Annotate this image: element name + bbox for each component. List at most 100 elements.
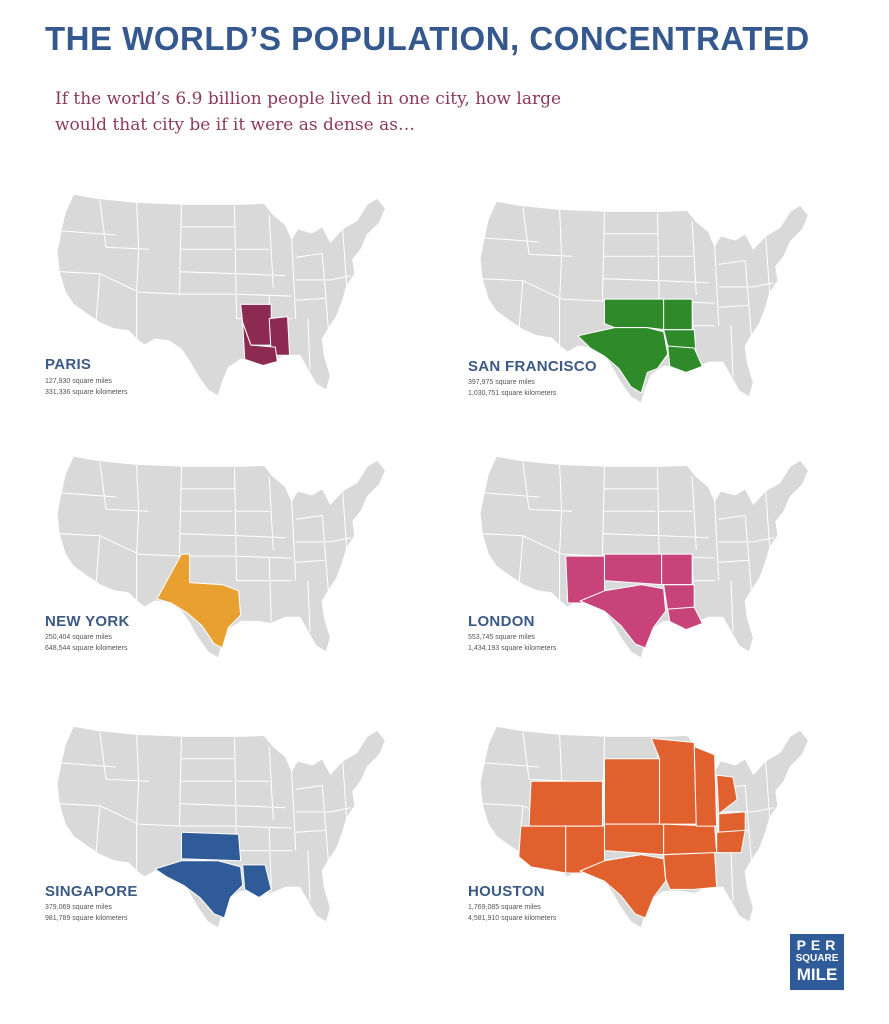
state-border — [330, 807, 351, 813]
state-border — [234, 293, 292, 297]
state-border — [307, 580, 311, 632]
state-border — [321, 253, 329, 329]
state-border — [342, 760, 348, 818]
state-border — [234, 825, 292, 829]
area-square-miles: 397,975 square miles — [468, 379, 535, 386]
highlighted-state — [603, 553, 663, 586]
highlighted-state — [650, 737, 697, 825]
highlighted-state — [667, 606, 703, 631]
city-name: NEW YORK — [45, 613, 130, 630]
state-border — [295, 829, 327, 833]
us-map-san-francisco — [479, 200, 810, 404]
highlighted-state — [156, 553, 242, 649]
us-outline — [56, 193, 387, 397]
city-name: LONDON — [468, 613, 535, 630]
state-border — [321, 785, 329, 861]
state-border — [559, 209, 563, 257]
state-border — [528, 253, 572, 257]
highlighted-state — [663, 852, 718, 890]
logo-line-1: PER — [796, 937, 841, 953]
highlighted-state — [268, 316, 291, 356]
city-name: SINGAPORE — [45, 883, 138, 900]
state-border — [691, 476, 697, 551]
us-map-paris — [56, 193, 387, 397]
map-panel-paris: PARIS 127,930 square miles 331,336 squar… — [45, 178, 387, 418]
highlighted-state — [180, 831, 242, 862]
map-panel-singapore: SINGAPORE 379,069 square miles 981,789 s… — [45, 710, 387, 950]
highlighted-state — [242, 322, 278, 367]
state-border — [718, 559, 750, 563]
area-square-kilometers: 981,789 square kilometers — [45, 915, 128, 922]
state-border — [295, 252, 323, 258]
state-border — [744, 785, 752, 861]
state-border — [105, 778, 149, 782]
highlighted-state — [667, 345, 703, 374]
state-border — [330, 275, 351, 281]
state-border — [753, 537, 774, 543]
state-border — [765, 760, 771, 818]
state-border — [136, 202, 140, 250]
state-border — [321, 515, 329, 591]
state-border — [234, 738, 238, 851]
state-border — [342, 228, 348, 286]
state-border — [61, 492, 117, 498]
state-border — [522, 462, 530, 510]
state-border — [61, 230, 117, 236]
state-border — [268, 746, 274, 821]
city-name: PARIS — [45, 356, 92, 373]
state-border — [561, 298, 605, 302]
state-border — [238, 273, 286, 277]
state-border — [138, 553, 182, 557]
state-border — [295, 297, 327, 301]
us-outline — [56, 455, 387, 659]
state-border — [99, 805, 139, 825]
state-border — [234, 206, 238, 319]
state-border — [99, 732, 107, 780]
state-border — [105, 508, 149, 512]
highlighted-state — [603, 298, 665, 331]
highlighted-state — [579, 584, 667, 649]
state-border — [484, 762, 540, 768]
state-border — [718, 304, 750, 308]
highlighted-state — [661, 553, 693, 586]
state-border — [661, 280, 709, 284]
state-border — [95, 273, 101, 325]
state-border — [518, 535, 524, 587]
state-border — [765, 490, 771, 548]
state-border — [559, 256, 563, 300]
state-border — [234, 555, 292, 559]
map-panel-london: LONDON 553,745 square miles 1,434,193 sq… — [468, 440, 810, 680]
state-border — [718, 259, 746, 265]
state-border — [522, 732, 530, 780]
logo-line-2: SQUARE — [795, 953, 839, 964]
area-square-kilometers: 1,030,751 square kilometers — [468, 390, 557, 397]
page-subtitle: If the world’s 6.9 billion people lived … — [55, 89, 562, 135]
state-border — [482, 278, 523, 282]
state-border — [691, 221, 697, 296]
area-square-miles: 553,745 square miles — [468, 634, 535, 641]
state-border — [99, 462, 107, 510]
state-border — [291, 501, 297, 581]
state-border — [136, 464, 140, 512]
city-name: HOUSTON — [468, 883, 545, 900]
state-border — [95, 535, 101, 587]
highlighted-state — [242, 864, 272, 899]
state-border — [559, 464, 563, 512]
state-border — [484, 237, 540, 243]
us-map-singapore — [56, 725, 387, 929]
state-border — [105, 246, 149, 250]
state-border — [136, 734, 140, 782]
state-border — [179, 271, 239, 275]
us-map-new-york — [56, 455, 387, 659]
state-border — [136, 781, 140, 825]
state-border — [602, 533, 662, 537]
map-panel-new-york: NEW YORK 250,404 square miles 648,544 sq… — [45, 440, 387, 680]
state-border — [559, 511, 563, 555]
highlighted-state — [154, 860, 244, 919]
city-name: SAN FRANCISCO — [468, 358, 597, 375]
state-border — [307, 850, 311, 902]
area-square-miles: 379,069 square miles — [45, 904, 112, 911]
highlighted-state — [663, 298, 693, 331]
state-border — [730, 325, 734, 377]
state-border — [714, 246, 720, 326]
